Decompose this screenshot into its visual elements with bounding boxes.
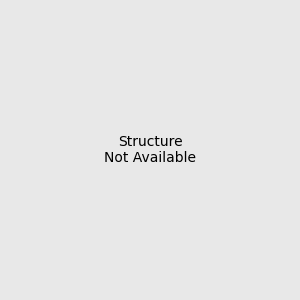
Text: Structure
Not Available: Structure Not Available: [104, 135, 196, 165]
